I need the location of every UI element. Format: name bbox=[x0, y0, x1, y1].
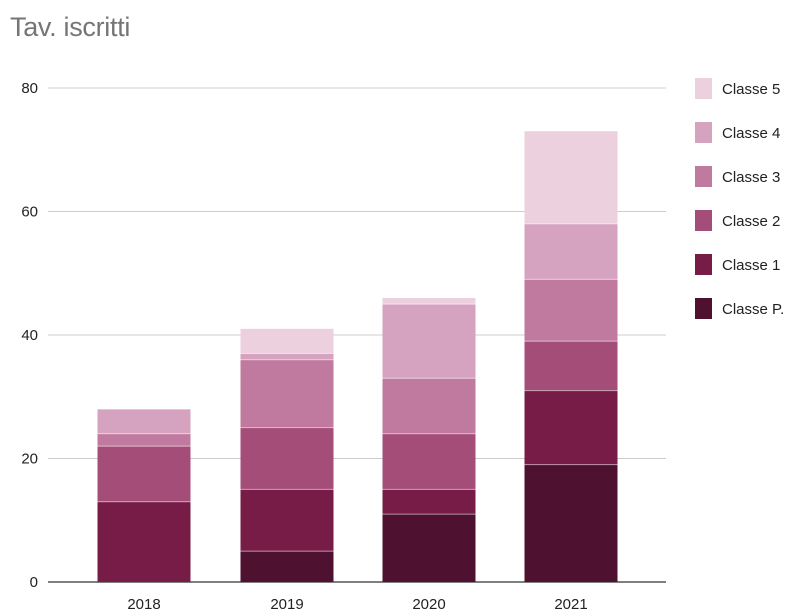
legend-label: Classe 5 bbox=[722, 81, 780, 98]
bar-segment bbox=[240, 353, 334, 360]
y-axis-ticks: 0 20 40 60 80 bbox=[21, 80, 38, 591]
bar-segment bbox=[382, 433, 476, 490]
bar-segment bbox=[524, 390, 618, 465]
y-tick-label: 0 bbox=[30, 574, 38, 591]
bar-segment bbox=[524, 223, 618, 280]
x-tick-label: 2021 bbox=[554, 596, 587, 613]
legend-label: Classe 3 bbox=[722, 169, 780, 186]
bars bbox=[97, 131, 618, 582]
bar-segment bbox=[524, 341, 618, 391]
x-tick-label: 2019 bbox=[270, 596, 303, 613]
bar-segment bbox=[524, 464, 618, 582]
bar-segment bbox=[524, 279, 618, 342]
legend-swatch bbox=[695, 166, 712, 187]
bar-segment bbox=[382, 514, 476, 582]
bar-segment bbox=[97, 433, 191, 447]
legend-swatch bbox=[695, 298, 712, 319]
bar-segment bbox=[97, 501, 191, 582]
bar-segment bbox=[240, 489, 334, 552]
x-tick-label: 2018 bbox=[127, 596, 160, 613]
legend-label: Classe P. bbox=[722, 301, 784, 318]
legend-label: Classe 1 bbox=[722, 257, 780, 274]
bar-segment bbox=[97, 446, 191, 502]
bar-segment bbox=[240, 427, 334, 490]
bar-segment bbox=[382, 378, 476, 434]
y-tick-label: 40 bbox=[21, 327, 38, 344]
bar-segment bbox=[382, 304, 476, 379]
legend-label: Classe 4 bbox=[722, 125, 780, 142]
bar-segment bbox=[524, 131, 618, 224]
bar-segment bbox=[240, 551, 334, 582]
legend-swatch bbox=[695, 210, 712, 231]
bar-segment bbox=[382, 489, 476, 515]
legend-swatch bbox=[695, 122, 712, 143]
y-tick-label: 60 bbox=[21, 204, 38, 221]
bar-segment bbox=[240, 328, 334, 354]
bar-segment bbox=[97, 409, 191, 434]
y-tick-label: 80 bbox=[21, 80, 38, 97]
bar-segment bbox=[240, 359, 334, 428]
legend-swatch bbox=[695, 254, 712, 275]
bar-segment bbox=[382, 297, 476, 305]
legend-label: Classe 2 bbox=[722, 213, 780, 230]
y-tick-label: 20 bbox=[21, 451, 38, 468]
legend-swatch bbox=[695, 78, 712, 99]
chart-title: Tav. iscritti bbox=[10, 12, 131, 42]
x-axis-ticks: 2018 2019 2020 2021 bbox=[127, 596, 587, 613]
x-tick-label: 2020 bbox=[412, 596, 445, 613]
legend: Classe 5 Classe 4 Classe 3 Classe 2 Classe 1… bbox=[695, 78, 784, 319]
